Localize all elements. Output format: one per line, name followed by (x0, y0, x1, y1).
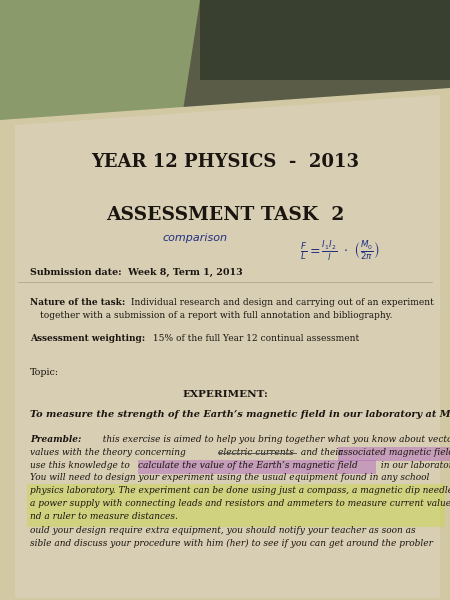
Text: Submission date:  Week 8, Term 1, 2013: Submission date: Week 8, Term 1, 2013 (30, 268, 243, 277)
Polygon shape (0, 0, 160, 600)
Text: in our laboratory.: in our laboratory. (378, 461, 450, 470)
Polygon shape (200, 0, 450, 80)
Text: comparison: comparison (162, 233, 228, 243)
Text: and their: and their (298, 448, 346, 457)
Text: Nature of the task:: Nature of the task: (30, 298, 126, 307)
Text: associated magnetic fields: associated magnetic fields (338, 448, 450, 457)
Text: You will need to design your experiment using the usual equipment found in any s: You will need to design your experiment … (30, 473, 429, 482)
FancyBboxPatch shape (27, 484, 445, 527)
Polygon shape (15, 95, 440, 598)
Polygon shape (0, 0, 200, 130)
Text: YEAR 12 PHYSICS  -  2013: YEAR 12 PHYSICS - 2013 (91, 153, 359, 171)
Text: To measure the strength of the Earth’s magnetic field in our laboratory at Moss : To measure the strength of the Earth’s m… (30, 410, 450, 419)
Text: 15% of the full Year 12 continual assessment: 15% of the full Year 12 continual assess… (150, 334, 359, 343)
Polygon shape (0, 88, 450, 600)
Text: a power supply with connecting leads and resistors and ammeters to measure curre: a power supply with connecting leads and… (30, 499, 450, 508)
Text: EXPERIMENT:: EXPERIMENT: (182, 390, 268, 399)
Text: $\frac{F}{L} = \frac{I_1 I_2}{l}\ \cdot\ \left(\frac{M_0}{2\pi}\right)$: $\frac{F}{L} = \frac{I_1 I_2}{l}\ \cdot\… (300, 240, 380, 264)
Text: Preamble:: Preamble: (30, 435, 81, 444)
Text: physics laboratory. The experiment can be done using just a compass, a magnetic : physics laboratory. The experiment can b… (30, 486, 450, 495)
Text: Topic:: Topic: (30, 368, 59, 377)
Text: Assessment weighting:: Assessment weighting: (30, 334, 145, 343)
Text: use this knowledge to: use this knowledge to (30, 461, 133, 470)
Text: electric currents: electric currents (218, 448, 294, 457)
Text: values with the theory concerning: values with the theory concerning (30, 448, 189, 457)
Text: ould your design require extra equipment, you should notify your teacher as soon: ould your design require extra equipment… (30, 526, 416, 535)
Text: together with a submission of a report with full annotation and bibliography.: together with a submission of a report w… (40, 311, 392, 320)
FancyBboxPatch shape (138, 460, 376, 474)
Text: this exercise is aimed to help you bring together what you know about vector: this exercise is aimed to help you bring… (97, 435, 450, 444)
Text: nd a ruler to measure distances.: nd a ruler to measure distances. (30, 512, 178, 521)
Text: sible and discuss your procedure with him (her) to see if you can get around the: sible and discuss your procedure with hi… (30, 539, 433, 548)
Text: Individual research and design and carrying out of an experiment: Individual research and design and carry… (128, 298, 434, 307)
Text: ASSESSMENT TASK  2: ASSESSMENT TASK 2 (106, 206, 344, 224)
FancyBboxPatch shape (338, 447, 450, 461)
Text: calculate the value of the Earth’s magnetic field: calculate the value of the Earth’s magne… (138, 461, 358, 470)
